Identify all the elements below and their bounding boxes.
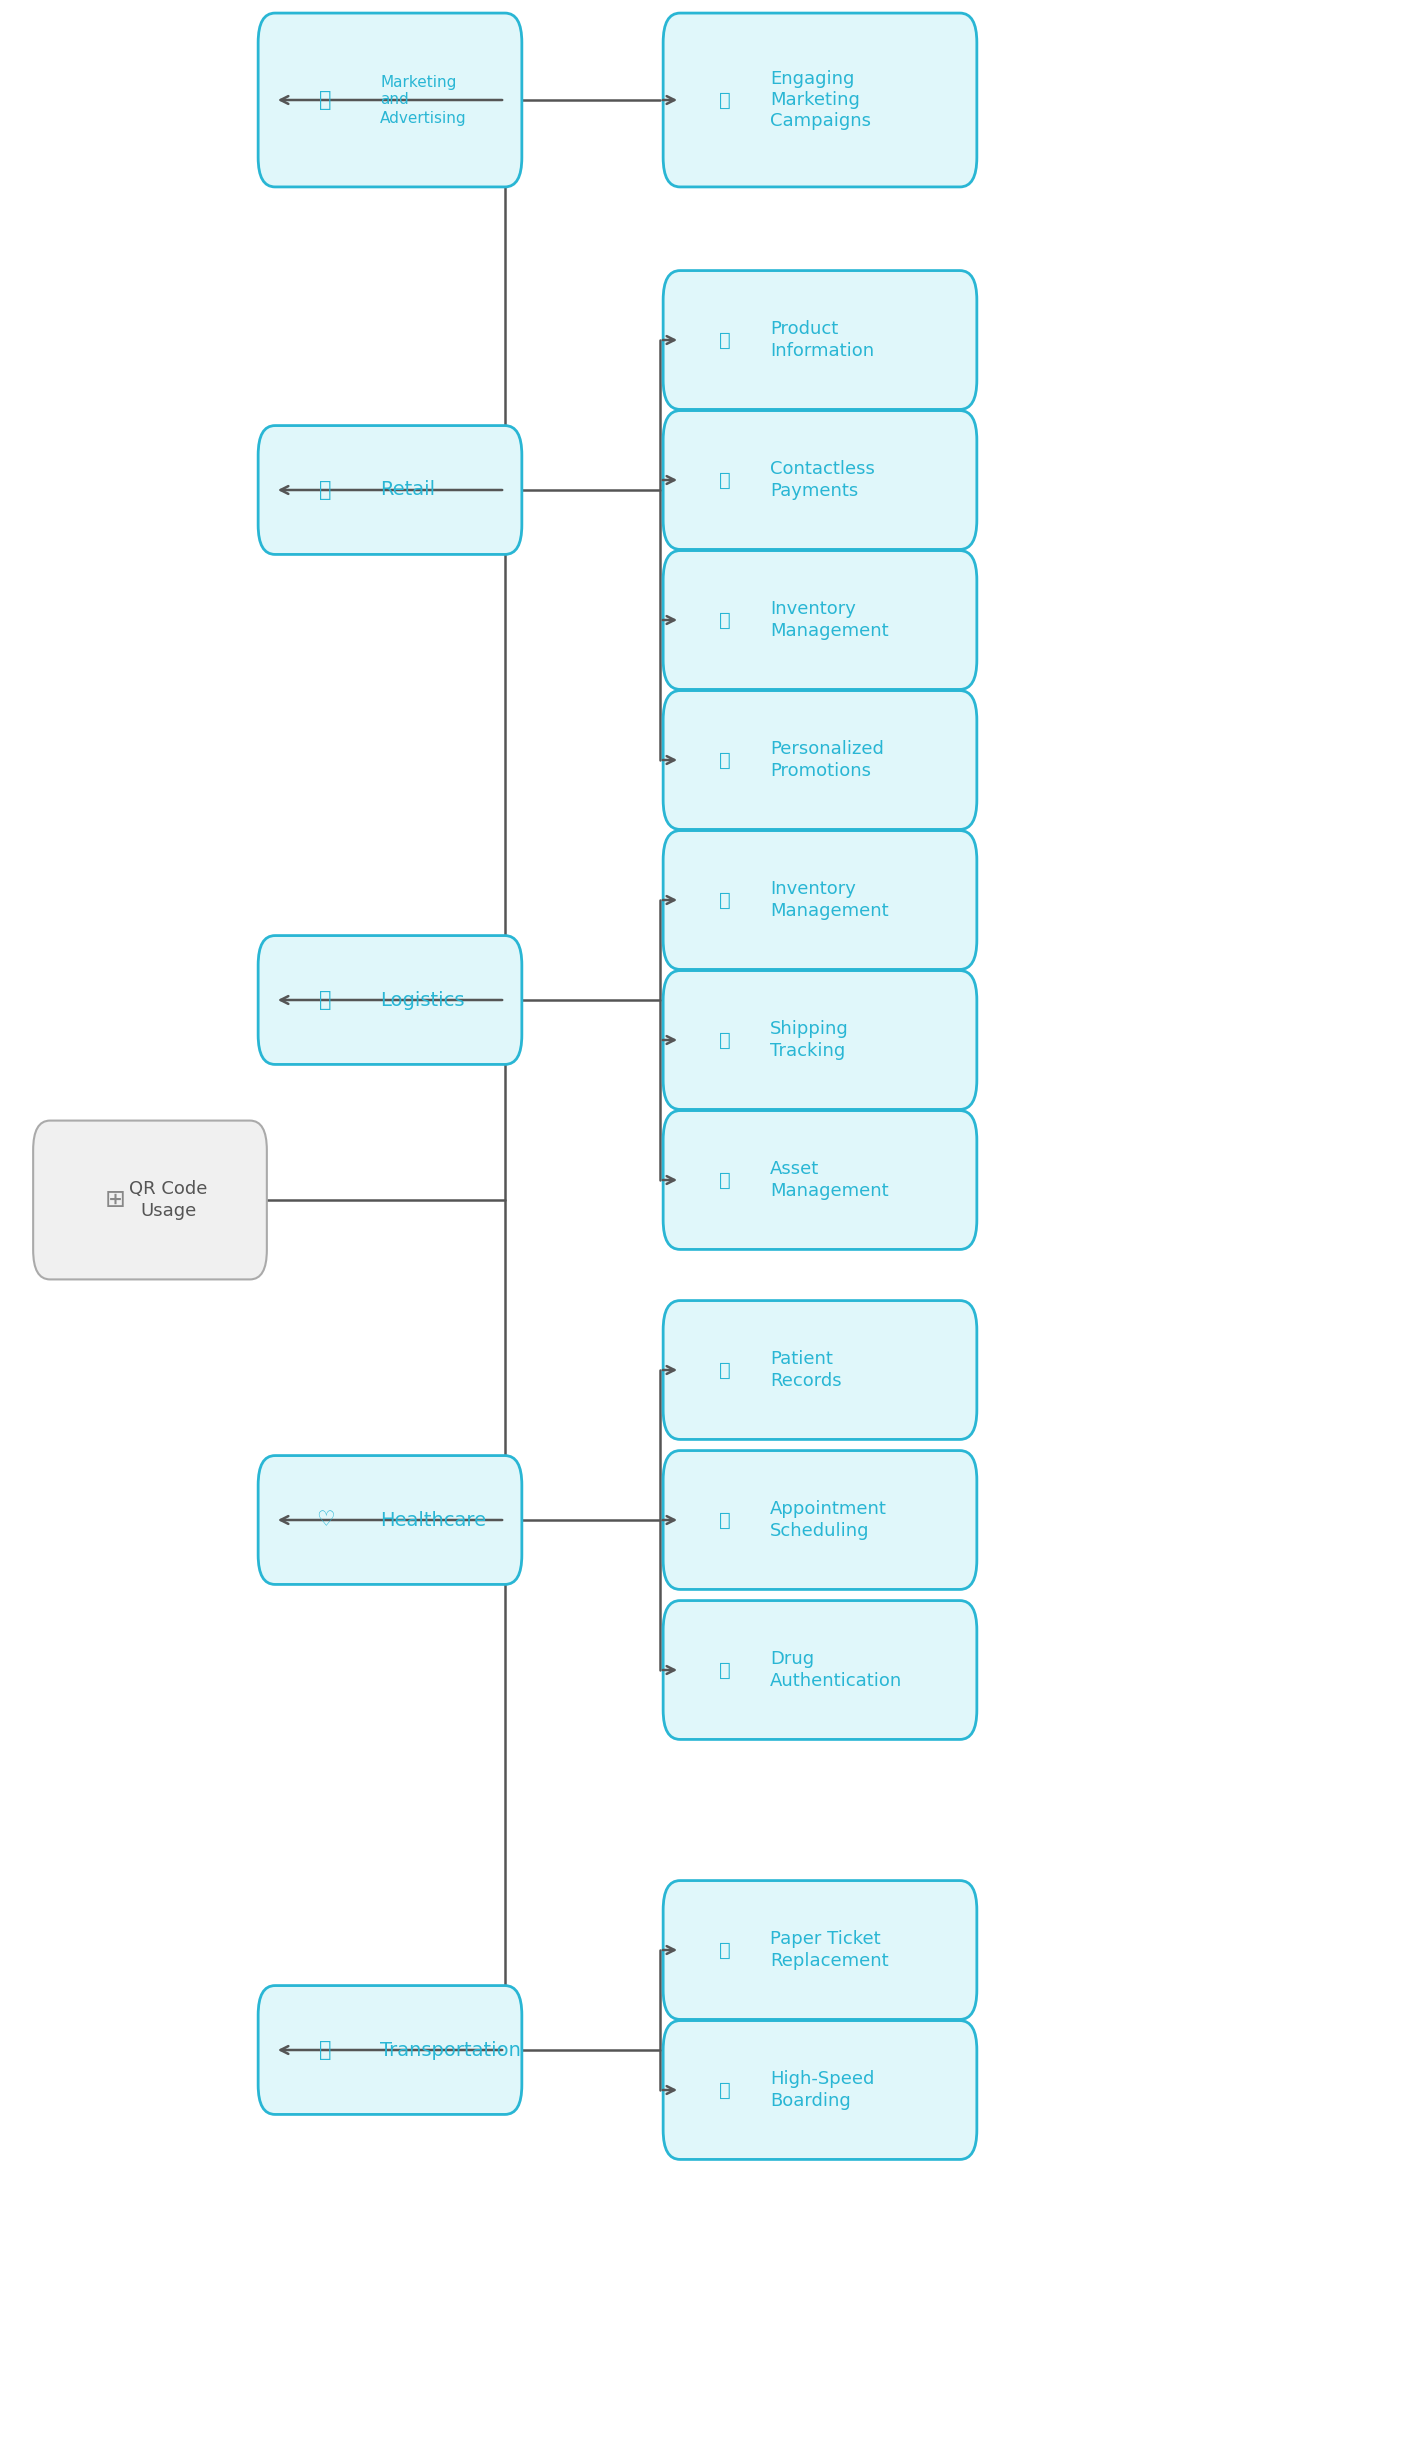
FancyBboxPatch shape [663,831,977,969]
Text: 📦: 📦 [719,611,731,630]
Text: 📅: 📅 [719,1510,731,1530]
Text: Asset
Management: Asset Management [769,1160,889,1199]
Text: 🚄: 🚄 [719,2079,731,2099]
Text: Contactless
Payments: Contactless Payments [769,461,875,500]
FancyBboxPatch shape [663,1452,977,1589]
FancyBboxPatch shape [663,2020,977,2160]
FancyBboxPatch shape [663,409,977,549]
Text: Product
Information: Product Information [769,321,875,360]
FancyBboxPatch shape [258,12,522,186]
Text: 🎯: 🎯 [719,750,731,770]
Text: Healthcare: Healthcare [380,1510,486,1530]
FancyBboxPatch shape [663,552,977,689]
Text: 🛒: 🛒 [319,481,331,500]
Text: 🎫: 🎫 [719,1940,731,1959]
Text: 🔄: 🔄 [319,991,331,1010]
Text: High-Speed
Boarding: High-Speed Boarding [769,2069,875,2109]
FancyBboxPatch shape [663,971,977,1108]
Text: Inventory
Management: Inventory Management [769,601,889,640]
FancyBboxPatch shape [258,1986,522,2114]
Text: 💼: 💼 [719,1170,731,1189]
FancyBboxPatch shape [663,1881,977,2020]
FancyBboxPatch shape [34,1121,267,1280]
Text: ♡: ♡ [316,1510,334,1530]
Text: Patient
Records: Patient Records [769,1351,841,1390]
Text: Personalized
Promotions: Personalized Promotions [769,741,885,780]
FancyBboxPatch shape [258,1456,522,1584]
FancyBboxPatch shape [663,1300,977,1439]
Text: Inventory
Management: Inventory Management [769,880,889,920]
Text: 💳: 💳 [719,471,731,490]
FancyBboxPatch shape [258,427,522,554]
FancyBboxPatch shape [663,270,977,409]
Text: ⊞: ⊞ [104,1189,125,1211]
Text: Shipping
Tracking: Shipping Tracking [769,1020,849,1059]
FancyBboxPatch shape [663,12,977,186]
Text: 🚌: 🚌 [319,2040,331,2060]
Text: Retail: Retail [380,481,435,500]
Text: Marketing
and
Advertising: Marketing and Advertising [380,74,466,125]
FancyBboxPatch shape [663,1601,977,1738]
Text: 🚚: 🚚 [719,1030,731,1049]
Text: Paper Ticket
Replacement: Paper Ticket Replacement [769,1930,889,1969]
Text: 📢: 📢 [319,91,331,110]
Text: 📋: 📋 [719,331,731,351]
Text: QR Code
Usage: QR Code Usage [129,1179,208,1221]
FancyBboxPatch shape [663,691,977,829]
Text: Drug
Authentication: Drug Authentication [769,1650,903,1689]
Text: 📈: 📈 [719,91,731,110]
FancyBboxPatch shape [663,1111,977,1251]
Text: 📦: 📦 [719,890,731,910]
FancyBboxPatch shape [258,937,522,1064]
Text: 🏥: 🏥 [719,1361,731,1380]
Text: Transportation: Transportation [380,2040,521,2060]
Text: Appointment
Scheduling: Appointment Scheduling [769,1501,887,1540]
Text: 💊: 💊 [719,1660,731,1680]
Text: Logistics: Logistics [380,991,465,1010]
Text: Engaging
Marketing
Campaigns: Engaging Marketing Campaigns [769,69,870,130]
